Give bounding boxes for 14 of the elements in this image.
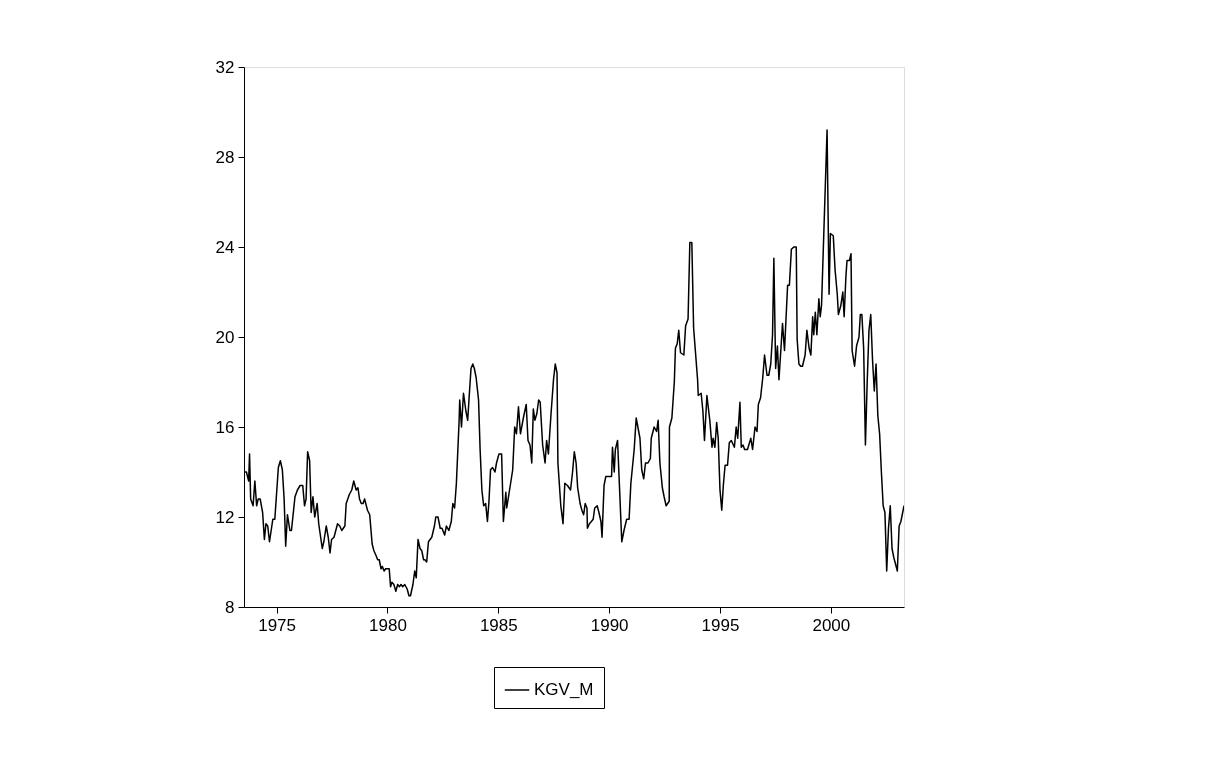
x-tick-label: 1990 (590, 615, 629, 635)
y-tick-label: 32 (215, 57, 235, 77)
y-tick-label: 20 (215, 327, 235, 347)
x-tick-label: 1995 (701, 615, 740, 635)
y-tick-label: 12 (215, 507, 235, 527)
x-tick-label: 2000 (812, 615, 851, 635)
x-tick-label: 1975 (258, 615, 296, 635)
legend-label: KGV_M (534, 680, 594, 699)
y-tick-label: 28 (215, 147, 235, 167)
x-tick-label: 1985 (479, 615, 518, 635)
y-tick-label: 16 (215, 417, 235, 437)
y-tick-label: 24 (215, 237, 235, 257)
x-tick-label: 1980 (369, 615, 407, 635)
y-tick-label: 8 (225, 597, 235, 617)
